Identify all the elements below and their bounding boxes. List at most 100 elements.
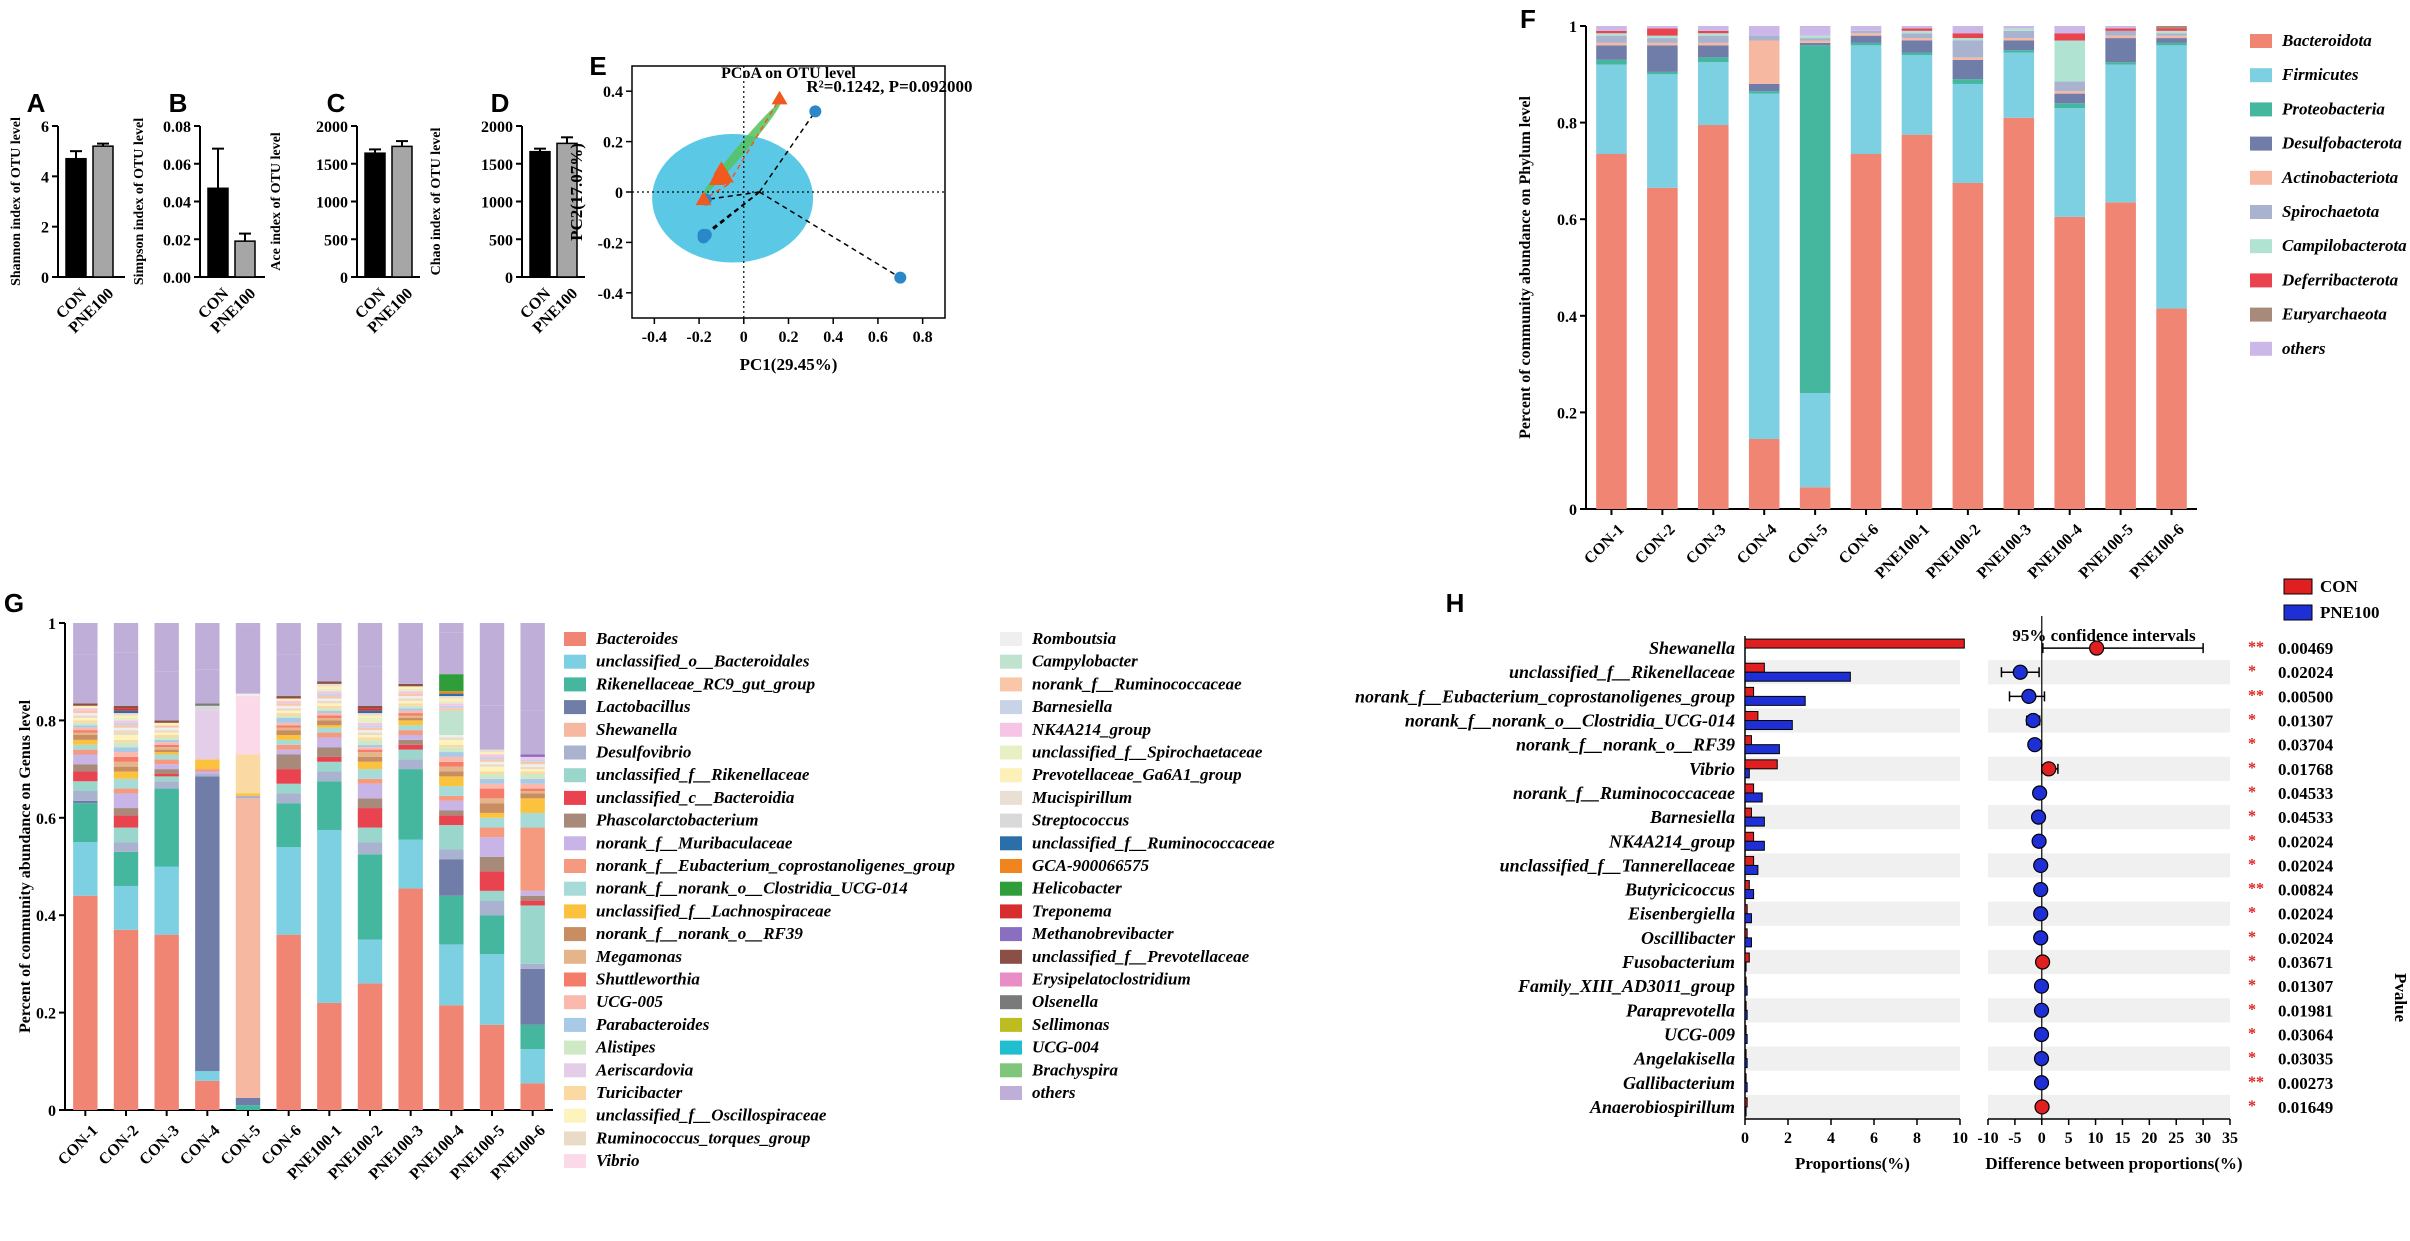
- panel-g-legend-swatch: [1000, 1063, 1022, 1078]
- panel-g-bar-segment: [439, 810, 464, 816]
- panel-g-bar-segment: [276, 739, 301, 745]
- panel-h-row-band: [1988, 708, 2230, 733]
- panel-g-bar-segment: [398, 839, 423, 889]
- panel-g-bar-segment: [113, 710, 139, 714]
- panel-g-bar-segment: [520, 761, 545, 765]
- panel-g-bar-segment: [73, 710, 98, 714]
- panel-h-difference-point: [2030, 809, 2047, 825]
- panel-g-bar-segment: [113, 705, 139, 709]
- panel-h-pvalue: 0.02024: [2278, 929, 2334, 948]
- panel-g-bar-segment: [357, 717, 383, 723]
- panel-h-category-label: Shewanella: [1649, 638, 1735, 658]
- panel-g-legend-label: Mucispirillum: [1031, 788, 1132, 807]
- panel-h-significance: *: [2248, 712, 2256, 729]
- panel-e-xtick-label: 0.8: [913, 329, 933, 346]
- panel-h-difference-point: [2031, 833, 2047, 849]
- panel-g-bar-segment: [195, 703, 220, 706]
- panel-g-bar-segment: [357, 752, 383, 757]
- panel-h-category-label: Gallibacterium: [1623, 1073, 1735, 1093]
- panel-g-legend-label: Rikenellaceae_RC9_gut_group: [595, 674, 815, 693]
- panel-g-bar-segment: [235, 1097, 261, 1106]
- panel-g-legend-swatch: [1000, 632, 1022, 646]
- panel-g-bar-segment: [276, 717, 301, 723]
- panel-g-bar-segment: [154, 623, 179, 672]
- panel-g-bar-segment: [235, 754, 261, 794]
- panel-e-point-pne100: [695, 191, 712, 206]
- panel-g-bar-segment: [520, 623, 545, 711]
- panel-h-bar-pne100: [1744, 913, 1752, 924]
- panel-h-row-band: [1745, 1046, 1960, 1071]
- panel-h-bar-con: [1744, 855, 1755, 866]
- panel-f-bar-segment: [1952, 33, 1984, 39]
- panel-g-bar-segment: [520, 963, 545, 969]
- panel-h-bar-pne100: [1744, 816, 1765, 827]
- panel-g-bar-segment: [317, 681, 342, 684]
- panel-g-bar-segment: [439, 739, 464, 745]
- panel-h-right-xtick-label: 20: [2141, 1130, 2157, 1147]
- panel-g-legend-swatch: [1000, 768, 1022, 783]
- panel-g-bar-segment: [276, 754, 301, 770]
- panel-g-bar-segment: [113, 778, 139, 789]
- panel-h-right-xtick-label: -10: [1977, 1130, 1998, 1147]
- panel-f-legend-label: Deferribacterota: [2281, 270, 2399, 289]
- panel-g-bar-segment: [520, 710, 545, 755]
- panel-g-legend-swatch: [564, 904, 586, 919]
- panel-f-ytick-label: 0.2: [1557, 405, 1577, 422]
- panel-g-bar-segment: [520, 764, 545, 767]
- panel-g-legend-swatch: [1000, 813, 1022, 828]
- panel-g-bar-segment: [73, 715, 98, 718]
- panel-f-bar-segment: [2156, 28, 2187, 31]
- panel-g-bar-segment: [73, 744, 98, 750]
- panel-h-category-label: NK4A214_group: [1608, 831, 1735, 851]
- panel-g-bar-segment: [439, 691, 464, 694]
- panel-b-bar-con: [207, 187, 229, 278]
- panel-h-pvalue: 0.01649: [2278, 1098, 2333, 1117]
- panel-g-bar-segment: [317, 771, 342, 782]
- panel-f-bar-segment: [2105, 202, 2136, 510]
- panel-g-bar-segment: [479, 827, 505, 838]
- panel-d-ytick-label: 500: [489, 232, 513, 249]
- panel-h-bar-pne100: [1744, 744, 1780, 755]
- panel-g-bar-segment: [154, 788, 179, 867]
- panel-a-ytick-label: 6: [41, 119, 49, 136]
- panel-g-bar-segment: [479, 1024, 505, 1110]
- panel-g-bar-segment: [154, 773, 179, 777]
- panel-g-bar-segment: [154, 737, 179, 740]
- panel-h-title: 95% confidence intervals: [2012, 626, 2196, 645]
- panel-f-xtick-label: CON-3: [1683, 521, 1730, 568]
- panel-g-bar-segment: [317, 644, 342, 682]
- panel-g-legend-swatch: [564, 1063, 586, 1078]
- panel-g-legend-swatch: [564, 859, 586, 873]
- panel-f-bar-segment: [1901, 26, 1933, 29]
- panel-g-legend-label: Romboutsia: [1031, 629, 1117, 648]
- panel-g-bar-segment: [154, 752, 179, 755]
- panel-g-bar-segment: [235, 1105, 261, 1110]
- panel-g-bar-segment: [317, 737, 342, 748]
- panel-g-bar-segment: [276, 698, 301, 701]
- panel-g-bar-segment: [398, 688, 423, 692]
- panel-e-spider-con: [758, 110, 816, 193]
- panel-g-bar-segment: [479, 915, 505, 955]
- panel-c-ytick-label: 500: [324, 232, 348, 249]
- panel-f-legend-label: Bacteroidota: [2281, 31, 2372, 50]
- panel-h-bar-pne100: [1744, 671, 1851, 682]
- panel-f-bar-segment: [1850, 30, 1882, 34]
- panel-g-bar-segment: [113, 771, 139, 779]
- panel-f-bar-segment: [2054, 93, 2085, 104]
- panel-g-bar-segment: [154, 866, 179, 935]
- panel-e-spider-con: [703, 191, 760, 236]
- panel-h-category-label: Angelakisella: [1633, 1049, 1735, 1069]
- panel-g-bar-segment: [317, 727, 342, 733]
- panel-g-bar-segment: [520, 812, 545, 828]
- panel-g-bar-segment: [317, 717, 342, 721]
- panel-f-bar-segment: [2003, 52, 2035, 118]
- panel-g-bar-segment: [154, 732, 179, 736]
- panel-g-bar-segment: [439, 623, 464, 633]
- panel-g-legend-label: Treponema: [1032, 901, 1112, 920]
- panel-f-bar-segment: [2156, 30, 2187, 34]
- panel-b-letter: B: [169, 88, 188, 118]
- panel-h: H 0 2 4 6 8 10 -10 -5 0 5 10 15 20 25 30 35 Proportions(%…: [1355, 577, 2410, 1173]
- panel-g-bar-segment: [357, 827, 383, 843]
- panel-f-bar-segment: [1647, 35, 1678, 39]
